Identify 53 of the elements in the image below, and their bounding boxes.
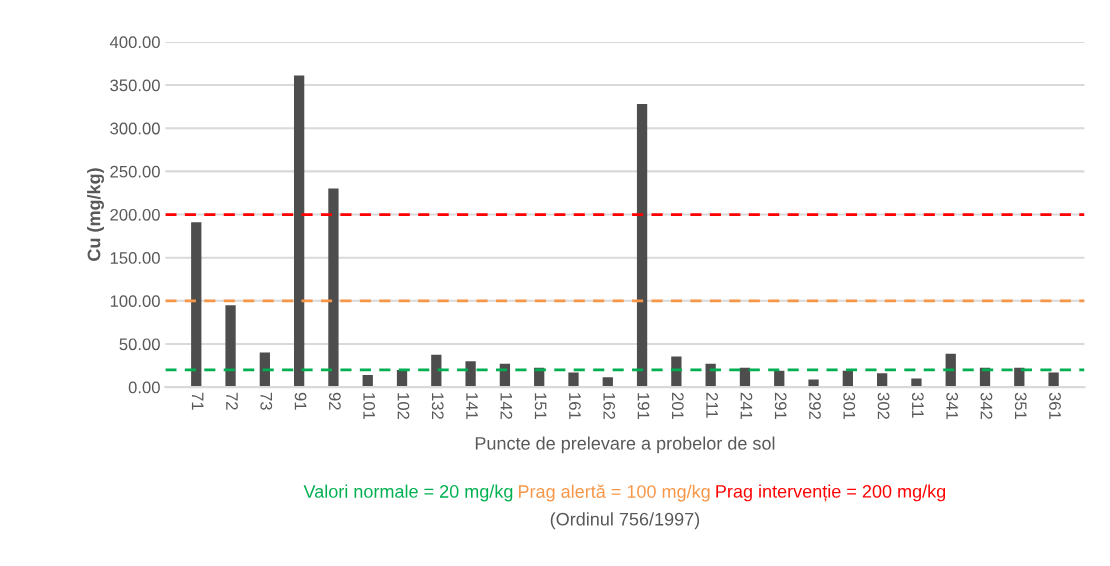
y-tick-label: 200.00 (110, 208, 160, 221)
x-tick-label: 141 (466, 393, 478, 419)
x-tick-label: 301 (843, 392, 856, 419)
bar (671, 356, 682, 388)
x-tick-label: 342 (980, 392, 993, 419)
ref-line-label: Valori normale = 20 mg/kg (303, 484, 513, 502)
x-tick-label: 302 (877, 392, 890, 419)
y-tick-label: 150.00 (110, 252, 160, 264)
x-tick-label: 161 (569, 393, 581, 419)
x-tick-label: 191 (637, 393, 650, 419)
x-tick-label: 73 (260, 392, 273, 410)
bar (876, 373, 888, 388)
x-tick-label: 132 (431, 393, 444, 419)
x-axis-title: Puncte de prelevare a probelor de sol (475, 436, 775, 454)
y-tick-label: 300.00 (110, 122, 160, 135)
x-tick-label: 71 (191, 392, 204, 410)
x-tick-label: 151 (534, 393, 547, 419)
x-tick-label: 91 (294, 392, 307, 410)
x-tick-label: 72 (226, 392, 238, 410)
text: (Ordinul 756/1997) (550, 512, 700, 530)
bar (293, 75, 305, 388)
ref-line-label: Prag alertă = 100 mg/kg (518, 484, 710, 502)
x-tick-label: 162 (603, 393, 616, 419)
x-tick-label: 201 (671, 392, 684, 419)
x-tick-label: 241 (740, 392, 753, 419)
y-tick-label: 50.00 (119, 338, 160, 351)
bar (636, 104, 648, 388)
x-tick-label: 361 (1049, 392, 1061, 419)
bar (225, 305, 236, 388)
x-tick-label: 102 (397, 393, 410, 419)
x-tick-label: 292 (809, 392, 821, 419)
bar (1048, 372, 1059, 388)
y-tick-label: 250.00 (110, 165, 160, 178)
x-tick-label: 92 (328, 392, 341, 410)
y-axis-title: Cu (mg/kg) (87, 168, 104, 261)
y-tick-label: 350.00 (110, 79, 160, 92)
bar (431, 354, 442, 388)
ref-line-label: Prag intervenție = 200 mg/kg (716, 484, 946, 502)
x-tick-label: 142 (500, 393, 513, 419)
bar (328, 188, 339, 388)
x-tick-label: 291 (774, 392, 787, 419)
x-tick-label: 211 (706, 392, 718, 418)
x-tick-label: 351 (1014, 392, 1027, 419)
bar (465, 361, 476, 388)
bar (191, 222, 202, 388)
bar (568, 372, 579, 388)
x-tick-label: 311 (911, 392, 924, 418)
x-tick-label: 341 (946, 392, 959, 419)
y-tick-label: 0.00 (128, 381, 160, 394)
bar (808, 379, 819, 388)
y-tick-label: 400.00 (109, 36, 160, 49)
y-tick-label: 100.00 (110, 295, 160, 308)
x-tick-label: 101 (363, 393, 376, 419)
